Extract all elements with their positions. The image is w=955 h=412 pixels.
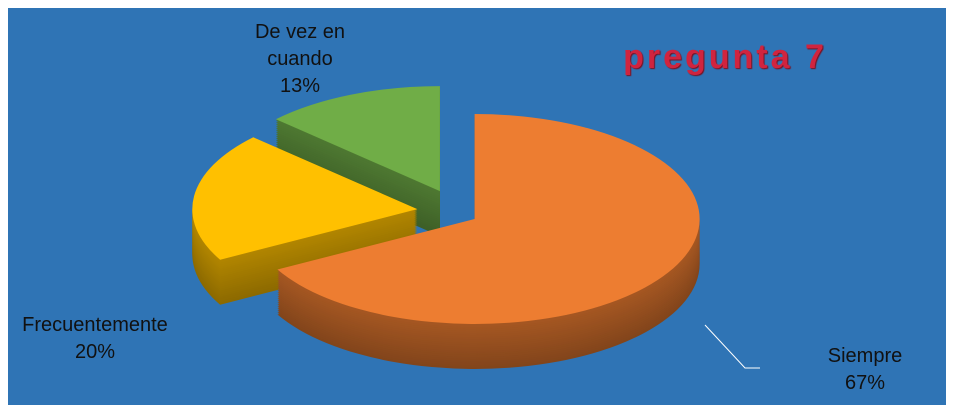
label-value: 20% xyxy=(74,341,116,363)
data-label: De vez en cuando 13% xyxy=(240,19,360,100)
leader-line xyxy=(704,324,760,369)
label-category: Siempre xyxy=(827,345,903,367)
data-label: Frecuentemente 20% xyxy=(10,312,180,366)
label-value: 13% xyxy=(279,75,321,97)
chart-title: pregunta 7 xyxy=(623,38,827,76)
label-category: De vez en cuando xyxy=(254,21,346,70)
label-category: Frecuentemente xyxy=(22,314,168,336)
slice xyxy=(192,137,418,260)
slice xyxy=(277,113,700,324)
label-value: 67% xyxy=(844,372,886,394)
slice xyxy=(275,86,440,192)
data-label: Siempre 67% xyxy=(790,343,940,397)
